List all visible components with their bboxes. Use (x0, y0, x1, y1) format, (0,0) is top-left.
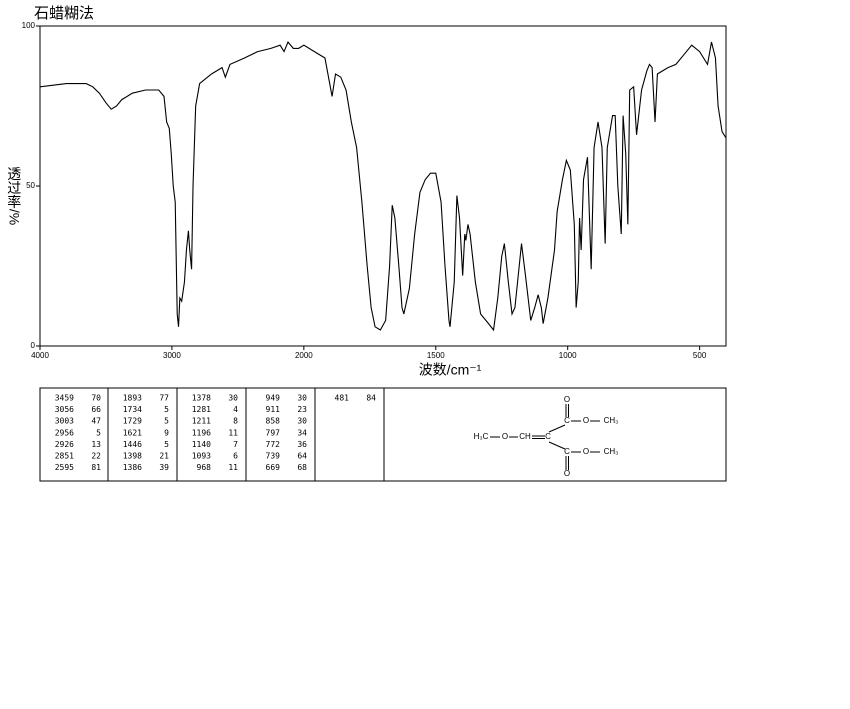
peak-wavenumber: 2851 (55, 452, 74, 461)
x-tick-label: 500 (693, 351, 707, 360)
atom-label: O (583, 447, 589, 456)
y-tick-label: 100 (22, 21, 36, 30)
peak-wavenumber: 911 (266, 405, 281, 414)
peak-transmittance: 64 (297, 452, 307, 461)
atom-label: C (564, 416, 570, 425)
peak-transmittance: 11 (228, 463, 238, 472)
peak-wavenumber: 739 (266, 452, 281, 461)
peak-transmittance: 6 (233, 452, 238, 461)
peak-wavenumber: 1621 (123, 428, 142, 437)
peak-transmittance: 77 (159, 394, 169, 403)
peak-wavenumber: 1893 (123, 394, 142, 403)
atom-label: CH₃ (604, 447, 619, 456)
peak-transmittance: 23 (297, 405, 307, 414)
peak-wavenumber: 669 (266, 463, 281, 472)
atom-label: O (502, 432, 508, 441)
peak-transmittance: 84 (366, 394, 376, 403)
atom-label: C (564, 447, 570, 456)
peak-wavenumber: 1446 (123, 440, 142, 449)
peak-wavenumber: 481 (335, 394, 350, 403)
peak-transmittance: 5 (164, 440, 169, 449)
peak-transmittance: 4 (233, 405, 238, 414)
peak-transmittance: 39 (159, 463, 169, 472)
atom-label: O (583, 416, 589, 425)
peak-wavenumber: 1281 (192, 405, 211, 414)
peak-wavenumber: 949 (266, 394, 281, 403)
atom-label: CH₃ (604, 416, 619, 425)
peak-wavenumber: 1386 (123, 463, 142, 472)
peak-transmittance: 30 (228, 394, 238, 403)
peak-transmittance: 36 (297, 440, 307, 449)
peak-wavenumber: 1378 (192, 394, 211, 403)
x-tick-label: 1000 (559, 351, 577, 360)
structure (490, 404, 600, 470)
peak-wavenumber: 1734 (123, 405, 142, 414)
peak-transmittance: 70 (91, 394, 101, 403)
peak-table-frame (39, 387, 727, 482)
plot-frame (39, 25, 727, 347)
x-tick-label: 4000 (31, 351, 49, 360)
peak-wavenumber: 797 (266, 428, 281, 437)
atom-label: C (545, 432, 551, 441)
peak-wavenumber: 3003 (55, 417, 74, 426)
peak-transmittance: 68 (297, 463, 307, 472)
chart-title: 石蜡糊法 (34, 5, 94, 22)
peak-wavenumber: 1398 (123, 452, 142, 461)
peak-wavenumber: 1729 (123, 417, 142, 426)
peak-wavenumber: 772 (266, 440, 281, 449)
x-axis-label: 波数/cm⁻¹ (419, 362, 482, 378)
peak-transmittance: 8 (233, 417, 238, 426)
atom-label: CH (519, 432, 531, 441)
peak-transmittance: 5 (96, 428, 101, 437)
peak-transmittance: 7 (233, 440, 238, 449)
peak-wavenumber: 3459 (55, 394, 74, 403)
atom-label: O (564, 395, 570, 404)
peak-transmittance: 22 (91, 452, 101, 461)
peak-wavenumber: 2595 (55, 463, 74, 472)
peak-transmittance: 47 (91, 417, 101, 426)
x-tick-label: 2000 (295, 351, 313, 360)
peak-wavenumber: 1211 (192, 417, 211, 426)
peak-wavenumber: 2956 (55, 428, 74, 437)
peak-transmittance: 34 (297, 428, 307, 437)
peak-wavenumber: 3056 (55, 405, 74, 414)
peak-transmittance: 5 (164, 417, 169, 426)
peak-transmittance: 9 (164, 428, 169, 437)
x-tick-label: 3000 (163, 351, 181, 360)
peak-transmittance: 21 (159, 452, 169, 461)
atom-label: O (564, 469, 570, 478)
peak-wavenumber: 2926 (55, 440, 74, 449)
y-tick-label: 50 (26, 181, 35, 190)
peak-transmittance: 30 (297, 394, 307, 403)
peak-wavenumber: 1196 (192, 428, 211, 437)
y-axis-label: 透过率/% (6, 167, 22, 225)
peak-transmittance: 11 (228, 428, 238, 437)
peak-wavenumber: 968 (197, 463, 212, 472)
spectrum-line (39, 40, 727, 332)
y-tick-label: 0 (31, 341, 36, 350)
atom-label: H₃C (474, 432, 489, 441)
peak-transmittance: 30 (297, 417, 307, 426)
peak-wavenumber: 1140 (192, 440, 211, 449)
peak-transmittance: 66 (91, 405, 101, 414)
peak-transmittance: 81 (91, 463, 101, 472)
peak-wavenumber: 858 (266, 417, 281, 426)
peak-transmittance: 5 (164, 405, 169, 414)
peak-transmittance: 13 (91, 440, 101, 449)
x-tick-label: 1500 (427, 351, 445, 360)
peak-wavenumber: 1093 (192, 452, 211, 461)
